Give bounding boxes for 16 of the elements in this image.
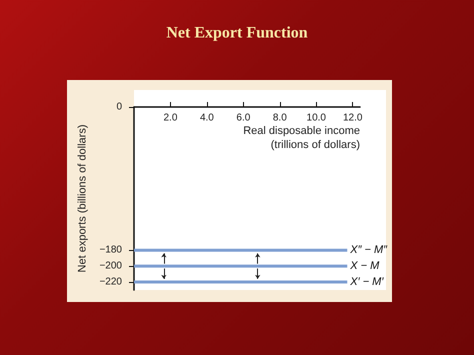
- y-tick-label: −220: [99, 276, 122, 288]
- series-label: X′ − M′: [349, 276, 384, 288]
- series-label: X − M: [349, 260, 380, 272]
- x-tick-label: 10.0: [306, 112, 326, 124]
- y-tick-label: −180: [99, 244, 122, 256]
- x-tick-label: 4.0: [200, 112, 214, 124]
- x-tick-label: 8.0: [272, 112, 288, 124]
- x-axis-title: Real disposable income (trillions of dollars): [243, 125, 360, 151]
- y-tick-label: −200: [99, 260, 122, 272]
- x-tick-label: 6.0: [236, 112, 251, 124]
- y-tick-label: 0: [116, 102, 122, 112]
- x-tick-label: 2.0: [164, 112, 178, 124]
- x-tick-label: 12.0: [342, 112, 363, 124]
- chart-title: Net Export Function: [166, 24, 308, 42]
- series-label: X″ − M″: [349, 244, 388, 256]
- y-axis-title: Net exports (billions of dollars): [76, 124, 88, 272]
